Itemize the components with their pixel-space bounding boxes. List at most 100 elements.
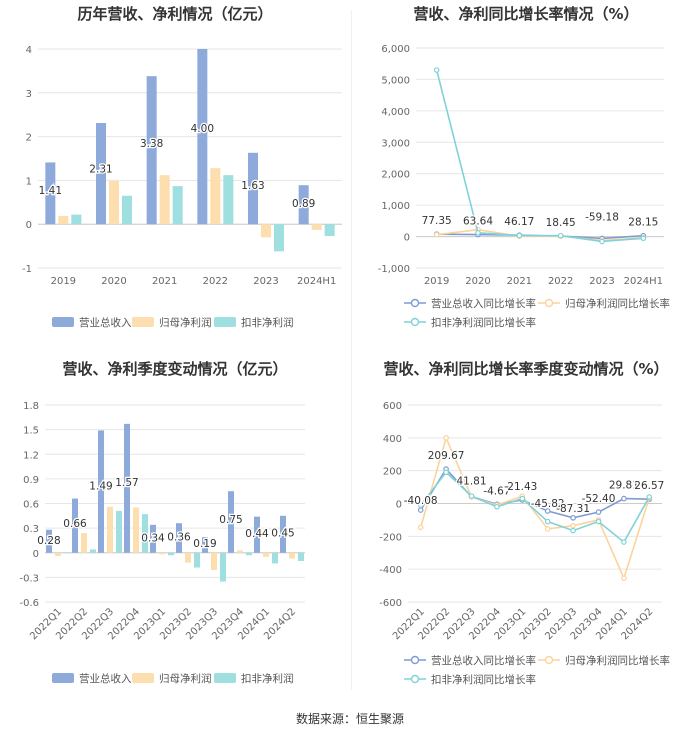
data-label: 0.36 xyxy=(167,531,191,543)
annual-growth-svg: -1,000 0 1,000 2,000 3,000 4,000 5,000 6,000 201… xyxy=(378,44,670,329)
series-line xyxy=(420,467,650,519)
data-point xyxy=(417,507,424,513)
x-tick-label: 2020 xyxy=(465,276,490,287)
y-tick-label: 0 xyxy=(404,233,410,244)
legend-swatch xyxy=(52,673,74,683)
bar xyxy=(72,498,78,553)
y-tick-label: 0 xyxy=(33,549,39,560)
data-label: 77.35 xyxy=(422,215,452,227)
annual-bar-svg: -1 0 1 2 3 4 2019 2020 2021 2022 2023 2024H1 1.41 2.3… xyxy=(22,45,342,329)
bar xyxy=(71,214,82,225)
bar xyxy=(168,552,174,556)
data-label: 3.38 xyxy=(140,138,163,150)
legend-label: 营业总收入同比增长率 xyxy=(431,297,536,310)
series-line xyxy=(419,435,651,581)
data-label: 28.15 xyxy=(628,217,658,229)
legend-label: 营业总收入 xyxy=(79,672,132,685)
data-label: 41.81 xyxy=(456,476,486,488)
y-tick-label: -0.3 xyxy=(19,573,39,584)
legend-label: 营业总收入 xyxy=(79,316,132,329)
data-label: 21.43 xyxy=(507,481,537,493)
legend-swatch xyxy=(214,673,236,683)
data-point xyxy=(468,493,475,499)
bar xyxy=(202,537,208,553)
legend-label: 归母净利润 xyxy=(159,672,212,685)
bar xyxy=(109,180,119,225)
bar xyxy=(223,175,234,225)
data-point xyxy=(433,67,440,73)
y-tick-label: -1 xyxy=(22,264,32,275)
bar xyxy=(298,185,309,225)
y-tick-label: 4,000 xyxy=(381,107,410,118)
legend-swatch xyxy=(132,317,154,327)
bar xyxy=(220,552,226,582)
bar xyxy=(185,552,191,563)
chart-title: 历年营收、净利情况（亿元） xyxy=(77,5,273,23)
y-tick-label: 600 xyxy=(383,401,402,412)
bar xyxy=(289,552,295,559)
data-label: 1.41 xyxy=(39,185,62,197)
bar xyxy=(64,552,70,554)
legend-label: 归母净利润同比增长率 xyxy=(565,654,670,667)
chart-annual-bar: 历年营收、净利情况（亿元） -1 0 1 2 3 4 2019 2020 2021 2022 202… xyxy=(0,0,350,345)
legend-swatch xyxy=(52,317,74,327)
bar xyxy=(98,430,104,553)
y-tick-label: 400 xyxy=(383,434,402,445)
chart-title: 营收、净利同比增长率情况（%） xyxy=(413,5,639,23)
y-tick-label: 1.5 xyxy=(23,426,39,437)
y-tick-label: -1,000 xyxy=(378,264,410,275)
data-label: 26.57 xyxy=(634,480,664,492)
bar xyxy=(122,195,132,225)
y-tick-label: 0.6 xyxy=(23,500,39,511)
bar xyxy=(324,224,335,237)
data-point xyxy=(544,526,551,532)
legend-swatch xyxy=(214,317,236,327)
bar xyxy=(45,162,56,225)
data-point xyxy=(640,235,647,242)
bar xyxy=(210,168,221,225)
y-tick-label: -600 xyxy=(379,598,402,609)
data-label: 1.63 xyxy=(241,180,264,192)
bar xyxy=(142,514,148,553)
data-label: -87.31 xyxy=(556,503,590,515)
data-point xyxy=(621,495,627,502)
data-point xyxy=(621,575,627,581)
data-label: -45.82 xyxy=(531,498,565,510)
chart-quarterly-bar: 营收、净利季度变动情况（亿元） -0.6 -0.3 0 0.3 0.6 0.9 1.2 1.5… xyxy=(0,350,350,695)
bar xyxy=(172,186,183,225)
data-point xyxy=(417,524,424,531)
data-label: 18.45 xyxy=(546,217,576,229)
y-tick-label: 4 xyxy=(26,45,32,56)
legend-swatch xyxy=(544,298,554,308)
y-tick-label: 1.8 xyxy=(23,401,39,412)
data-label: 63.64 xyxy=(463,216,493,228)
series-line xyxy=(435,69,644,243)
data-point xyxy=(516,232,523,239)
x-tick-label: 2022 xyxy=(203,276,228,287)
y-tick-label: 1 xyxy=(26,176,32,187)
legend-label: 扣非净利润 xyxy=(241,316,294,329)
data-point xyxy=(519,495,526,502)
bar xyxy=(263,552,269,557)
data-label: 0.45 xyxy=(271,527,294,539)
bar xyxy=(246,552,252,556)
bar xyxy=(197,49,208,225)
data-point xyxy=(599,238,605,245)
x-tick-label: 2020 xyxy=(101,276,126,287)
y-tick-label: 1.2 xyxy=(23,450,39,461)
bar xyxy=(274,224,284,252)
x-tick-label: 2022 xyxy=(548,276,573,287)
data-point xyxy=(646,494,653,500)
data-point xyxy=(595,509,602,515)
bar xyxy=(96,123,106,225)
bar xyxy=(46,529,52,553)
chart-title: 营收、净利同比增长率季度变动情况（%） xyxy=(383,360,669,378)
bar xyxy=(261,224,271,238)
data-label: 0.19 xyxy=(193,538,216,550)
x-tick-label: 2021 xyxy=(152,276,177,287)
data-label: 0.66 xyxy=(63,518,87,530)
legend-label: 扣非净利润同比增长率 xyxy=(431,316,536,329)
bar xyxy=(58,215,69,225)
data-point xyxy=(570,527,576,534)
data-label: 1.57 xyxy=(115,477,138,489)
